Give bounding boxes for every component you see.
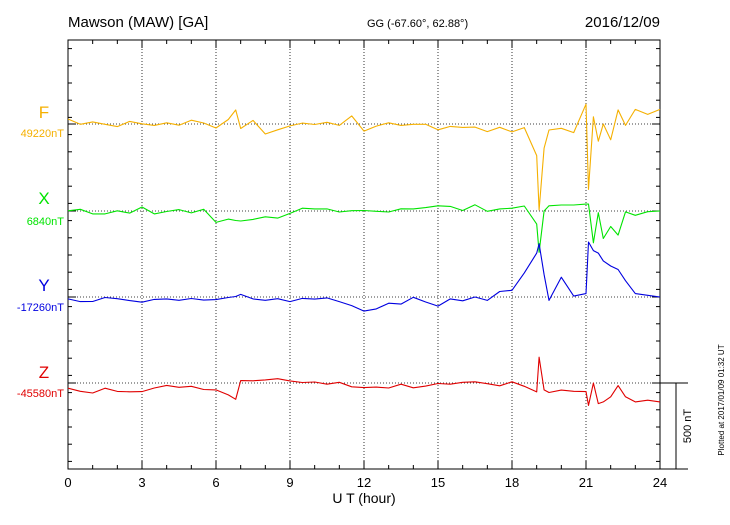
- plot-frame: [67, 39, 661, 470]
- series-baseline-x: 6840nT: [27, 216, 65, 228]
- station-coordinates: GG (-67.60°, 62.88°): [367, 18, 468, 30]
- grid-lines: [68, 40, 660, 469]
- series-name-f: F: [39, 103, 49, 122]
- x-tick-label: 12: [357, 475, 371, 490]
- x-axis-label: U T (hour): [332, 490, 395, 506]
- x-tick-label: 9: [286, 475, 293, 490]
- series-baseline-z: -45580nT: [17, 388, 64, 400]
- x-tick-label: 0: [64, 475, 71, 490]
- series-baseline-y: -17260nT: [17, 302, 64, 314]
- x-tick-label: 6: [212, 475, 219, 490]
- series-labels: F 49220nT X 6840nT Y -17260nT Z -45580nT: [17, 103, 64, 400]
- series-lines: [67, 103, 661, 406]
- series-baseline-f: 49220nT: [21, 128, 65, 140]
- x-tick-label: 18: [505, 475, 519, 490]
- x-tick-label: 21: [579, 475, 593, 490]
- x-tick-label: 3: [138, 475, 145, 490]
- x-tick-label: 15: [431, 475, 445, 490]
- station-title: Mawson (MAW) [GA]: [68, 14, 208, 31]
- series-line-z: [67, 356, 661, 406]
- scale-bar-label: 500 nT: [682, 409, 694, 444]
- axis-ticks: [67, 40, 661, 469]
- series-name-y: Y: [38, 276, 49, 295]
- scale-bar: 500 nT: [660, 382, 694, 470]
- series-line-f: [67, 103, 661, 211]
- series-line-x: [67, 203, 661, 253]
- x-tick-labels: 0 3 6 9 12 15 18 21 24: [64, 475, 667, 490]
- x-tick-label: 24: [653, 475, 667, 490]
- series-name-x: X: [38, 189, 49, 208]
- plot-date: 2016/12/09: [585, 14, 660, 31]
- series-name-z: Z: [39, 363, 49, 382]
- plotted-timestamp: Plotted at 2017/01/09 01:32 UT: [717, 344, 726, 455]
- series-line-y: [67, 241, 661, 312]
